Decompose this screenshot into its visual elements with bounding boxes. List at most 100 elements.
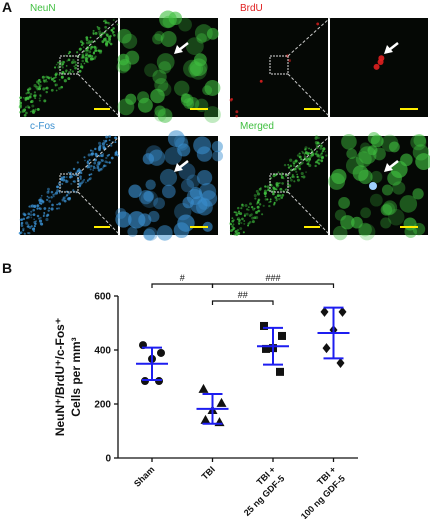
connector: [77, 191, 121, 236]
cell: [387, 170, 402, 186]
texture: [91, 55, 94, 58]
texture: [50, 190, 54, 194]
cell: [167, 130, 185, 148]
texture: [249, 202, 252, 206]
texture: [105, 41, 109, 45]
texture: [92, 31, 95, 34]
texture: [38, 219, 43, 223]
connector: [287, 191, 331, 236]
cell: [157, 225, 173, 241]
texture: [36, 214, 40, 218]
texture: [246, 208, 249, 211]
texture: [85, 38, 89, 41]
point: [200, 414, 211, 424]
texture: [54, 73, 58, 77]
cell: [388, 141, 400, 153]
texture: [33, 224, 36, 228]
texture: [107, 39, 111, 43]
arrow-head: [174, 163, 183, 172]
texture: [256, 205, 260, 209]
texture: [292, 160, 296, 164]
texture: [19, 231, 23, 234]
texture: [115, 153, 119, 156]
texture: [294, 159, 298, 163]
texture: [66, 194, 69, 197]
point: [276, 367, 284, 376]
cell: [358, 223, 376, 241]
texture: [317, 158, 321, 162]
cell: [333, 225, 348, 241]
texture: [88, 40, 91, 43]
connector: [77, 73, 121, 118]
texture: [296, 173, 299, 176]
texture: [58, 202, 62, 206]
texture: [89, 149, 93, 152]
texture: [281, 182, 284, 185]
texture: [57, 66, 60, 69]
texture: [314, 140, 318, 145]
texture: [235, 110, 239, 114]
cell: [173, 222, 190, 239]
texture: [24, 232, 26, 235]
texture: [38, 217, 41, 220]
panel-label: B: [2, 260, 12, 276]
texture: [248, 214, 252, 217]
cell: [138, 190, 154, 205]
texture: [116, 23, 119, 26]
texture: [103, 39, 107, 42]
texture: [266, 198, 269, 201]
texture: [266, 185, 270, 189]
texture: [298, 167, 301, 170]
cell: [125, 50, 140, 65]
texture: [92, 169, 95, 171]
texture: [248, 220, 252, 224]
texture: [78, 183, 82, 187]
cell: [345, 156, 364, 175]
texture: [63, 79, 67, 83]
texture: [275, 197, 278, 200]
connector: [287, 73, 331, 118]
significance-bracket: [211, 283, 335, 288]
texture: [319, 144, 323, 148]
texture: [79, 175, 82, 179]
texture: [39, 80, 42, 84]
texture: [293, 180, 296, 183]
point: [336, 357, 345, 368]
texture: [300, 171, 304, 176]
texture: [310, 148, 313, 151]
texture: [232, 223, 235, 226]
texture: [317, 136, 320, 140]
texture: [32, 227, 36, 230]
texture: [290, 168, 294, 172]
cell: [153, 197, 165, 210]
cell: [403, 217, 417, 231]
texture: [18, 105, 22, 109]
texture: [65, 179, 68, 182]
texture: [304, 148, 307, 151]
texture: [55, 191, 59, 195]
texture: [42, 215, 45, 218]
cell: [331, 168, 347, 185]
point: [198, 383, 209, 393]
cell: [180, 93, 194, 107]
texture: [55, 89, 58, 92]
texture: [319, 146, 323, 150]
cell: [399, 195, 418, 213]
cell: [212, 150, 224, 162]
texture: [89, 168, 92, 171]
texture: [32, 208, 36, 212]
point: [322, 343, 331, 354]
texture: [65, 69, 68, 72]
texture: [97, 26, 101, 30]
texture: [90, 164, 93, 168]
texture: [36, 107, 40, 112]
texture: [267, 189, 270, 192]
texture: [110, 156, 114, 160]
cell: [380, 204, 393, 216]
cell: [180, 179, 195, 193]
texture: [87, 46, 90, 49]
texture: [21, 110, 25, 113]
texture: [269, 184, 273, 187]
texture: [112, 27, 115, 30]
texture: [101, 40, 105, 44]
